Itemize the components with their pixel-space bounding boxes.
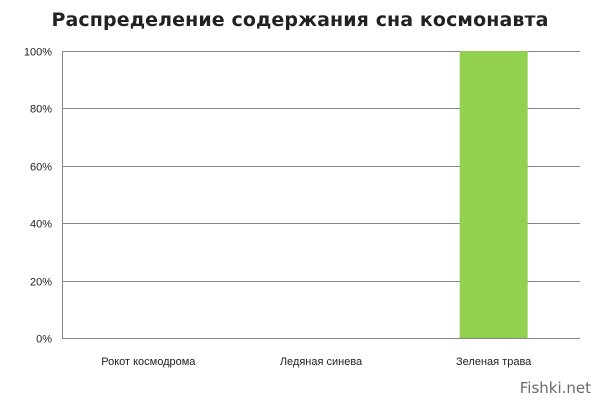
y-tick-label: 60%	[30, 162, 52, 174]
watermark-text: Fishki.net	[519, 379, 591, 397]
y-tick-label: 100%	[24, 47, 52, 59]
y-tick-label: 20%	[30, 277, 52, 289]
x-category-label: Рокот космодрома	[101, 356, 196, 368]
chart-title: Распределение содержания сна космонавта	[51, 9, 549, 31]
bar	[459, 51, 528, 338]
y-tick-label: 40%	[30, 219, 52, 231]
y-tick-label: 0%	[36, 334, 52, 346]
y-tick-label: 80%	[30, 104, 52, 116]
x-category-label: Ледяная синева	[280, 356, 363, 368]
x-category-label: Зеленая трава	[456, 356, 532, 368]
